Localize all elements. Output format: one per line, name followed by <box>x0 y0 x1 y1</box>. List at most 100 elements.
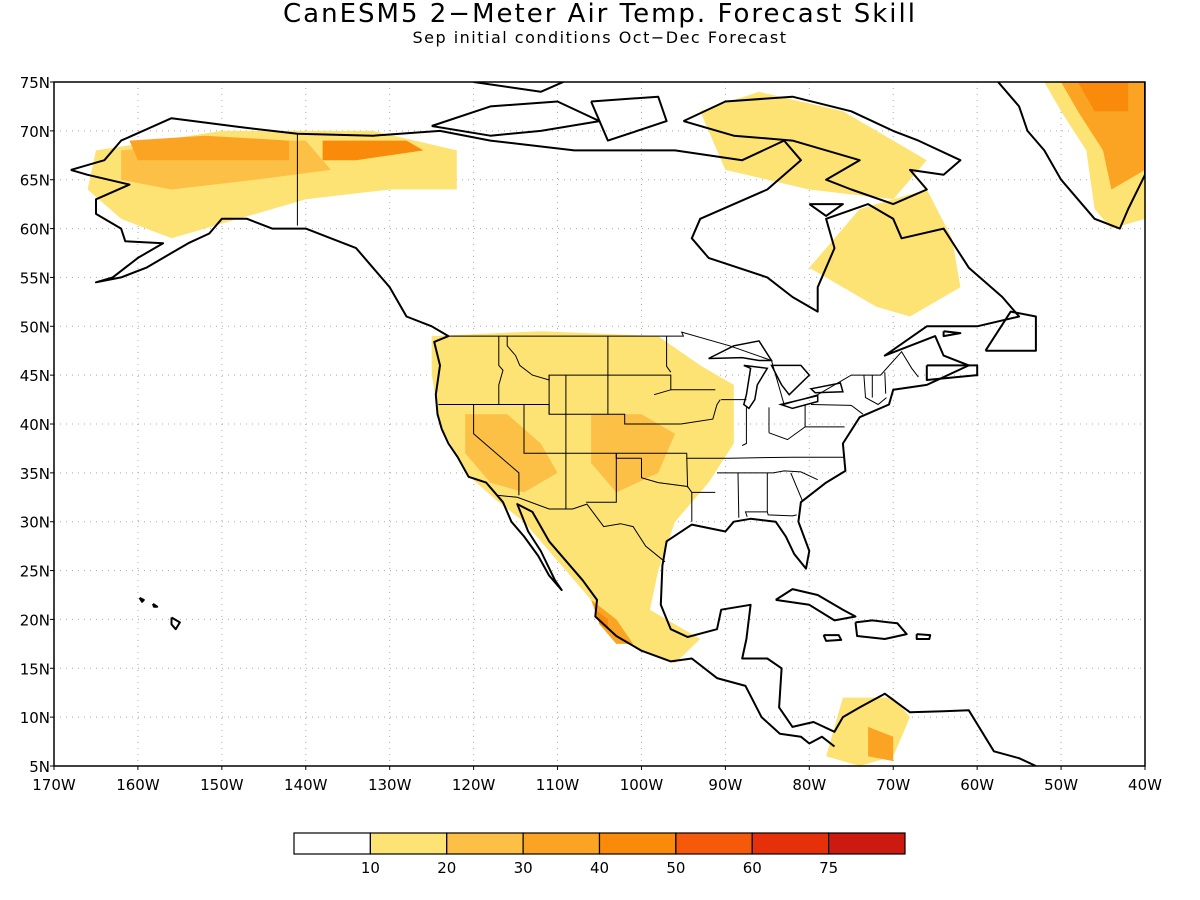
coastline <box>854 619 908 640</box>
border-line <box>641 458 693 522</box>
border-line <box>863 375 887 406</box>
coastline <box>590 95 668 142</box>
border-line <box>448 331 919 406</box>
coastline <box>473 82 566 93</box>
colorbar-label: 75 <box>819 859 838 877</box>
lon-tick-label: 110W <box>536 776 580 794</box>
border-line <box>884 372 887 394</box>
border-line <box>607 374 672 396</box>
lat-tick-label: 20N <box>20 611 50 629</box>
border-line <box>737 472 740 518</box>
skill-region <box>322 140 424 161</box>
border-line <box>766 511 797 517</box>
skill-region <box>465 414 558 493</box>
coastlines <box>70 82 1145 766</box>
colorbar-label: 50 <box>666 859 685 877</box>
coastline <box>431 100 601 137</box>
colorbar-label: 30 <box>514 859 533 877</box>
lat-tick-label: 30N <box>20 514 50 532</box>
lat-tick-label: 75N <box>20 74 50 92</box>
lat-tick-label: 5N <box>29 758 50 776</box>
lon-tick-label: 80W <box>792 776 826 794</box>
border-line <box>498 336 504 405</box>
coastline <box>984 310 1037 352</box>
lat-tick-label: 65N <box>20 172 50 190</box>
border-line <box>804 404 845 428</box>
coastline <box>138 596 145 603</box>
coastline <box>775 588 857 622</box>
lat-tick-label: 10N <box>20 709 50 727</box>
colorbar-label: 20 <box>437 859 456 877</box>
lake-outline <box>809 382 844 394</box>
lon-tick-label: 40W <box>1128 776 1162 794</box>
lon-tick-label: 130W <box>368 776 412 794</box>
lake-outline <box>778 394 819 410</box>
border-line <box>615 453 642 459</box>
border-line <box>497 494 666 563</box>
skill-region <box>826 697 910 766</box>
lat-tick-label: 45N <box>20 367 50 385</box>
coastline <box>682 95 962 206</box>
lon-tick-label: 70W <box>876 776 910 794</box>
colorbar-swatch <box>369 832 448 855</box>
colorbar-swatch <box>446 832 524 855</box>
map-title: CanESM5 2−Meter Air Temp. Forecast Skill <box>283 0 917 29</box>
skill-region <box>809 189 961 317</box>
border-line <box>768 426 806 441</box>
lon-tick-label: 50W <box>1044 776 1078 794</box>
coastline <box>915 633 932 640</box>
lat-tick-label: 60N <box>20 221 50 239</box>
border-line <box>686 458 689 488</box>
coastline <box>808 203 844 217</box>
lon-tick-label: 60W <box>960 776 994 794</box>
coastline <box>170 616 181 631</box>
lon-tick-label: 120W <box>452 776 496 794</box>
coastline <box>70 117 1037 766</box>
lat-tick-label: 25N <box>20 563 50 581</box>
coastline <box>70 168 836 748</box>
coastline <box>925 364 979 381</box>
border-line <box>586 453 617 503</box>
border-line <box>741 407 747 446</box>
longitude-labels: 170W 160W 150W 140W 130W 120W 110W 100W 90W 80W 70… <box>32 766 1162 794</box>
lat-tick-label: 35N <box>20 465 50 483</box>
coastline <box>942 330 962 338</box>
coastline <box>822 634 843 642</box>
lat-tick-label: 55N <box>20 269 50 287</box>
colorbar-swatch <box>598 832 677 855</box>
colorbar-swatch <box>828 832 906 855</box>
border-line <box>506 336 608 381</box>
lat-tick-label: 50N <box>20 318 50 336</box>
border-line <box>473 404 520 496</box>
lake-outline <box>742 364 769 410</box>
colorbar-swatch <box>675 832 753 855</box>
skill-region <box>129 135 289 161</box>
border-line <box>729 456 844 459</box>
colorbar-label: 40 <box>590 859 609 877</box>
coastline <box>996 82 1145 230</box>
skill-region <box>1077 82 1129 112</box>
lon-tick-label: 100W <box>620 776 664 794</box>
colorbar-label: 10 <box>361 859 380 877</box>
lat-tick-label: 70N <box>20 123 50 141</box>
border-line <box>810 404 864 415</box>
colorbar-label: 60 <box>743 859 762 877</box>
lon-tick-label: 160W <box>116 776 160 794</box>
border-line <box>680 399 721 425</box>
lon-tick-label: 150W <box>200 776 244 794</box>
border-line <box>790 472 804 502</box>
skill-shading <box>87 82 1145 766</box>
colorbar: 10 20 30 40 50 60 75 <box>293 832 906 877</box>
skill-region <box>591 599 634 644</box>
lat-tick-label: 15N <box>20 660 50 678</box>
border-line <box>744 472 768 517</box>
border-line <box>666 336 672 373</box>
lon-tick-label: 170W <box>32 776 76 794</box>
latitude-labels: 75N 70N 65N 60N 55N 50N 45N 40N 35N 30N 25N 20N 15N 1… <box>20 74 54 776</box>
lon-tick-label: 140W <box>284 776 328 794</box>
colorbar-swatch <box>522 832 601 855</box>
map-subtitle: Sep initial conditions Oct−Dec Forecast <box>412 28 788 47</box>
coastline <box>152 602 159 608</box>
skill-region <box>431 331 734 664</box>
